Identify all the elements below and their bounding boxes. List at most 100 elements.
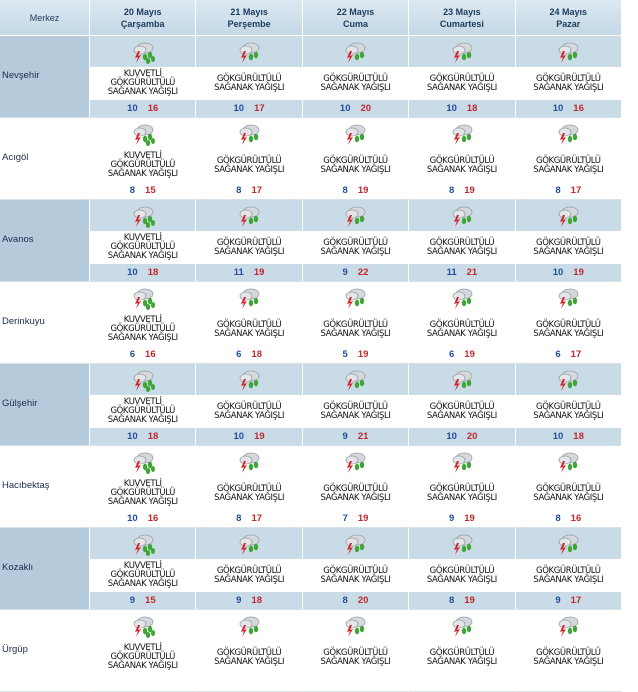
condition: GÖKGÜRÜLTÜLÜ SAĞANAK YAĞIŞLI [320, 647, 391, 667]
condition: GÖKGÜRÜLTÜLÜ SAĞANAK YAĞIŞLI [533, 401, 604, 421]
day-date: 20 Mayıs [123, 6, 162, 17]
icon-area [409, 364, 515, 395]
icon-area [196, 36, 302, 67]
icon-area [516, 446, 621, 477]
temperature-strip: 9 22 [302, 264, 409, 281]
day-header: 20 Mayıs Çarşamba [90, 0, 197, 36]
weather-icon [346, 452, 366, 473]
icon-area [303, 446, 408, 477]
condition: GÖKGÜRÜLTÜLÜ SAĞANAK YAĞIŞLI [320, 565, 391, 585]
day-cell: KUVVETLİ GÖKGÜRÜLTÜLÜ SAĞANAK YAĞIŞLI 6 16 [90, 282, 197, 364]
max-temp: 17 [251, 185, 263, 196]
weather-icon [239, 288, 260, 309]
icon-area [90, 364, 196, 395]
weather-icon [558, 206, 579, 227]
temperature-strip: 8 20 [302, 592, 409, 609]
condition-area: GÖKGÜRÜLTÜLÜ SAĞANAK YAĞIŞLI [516, 149, 621, 182]
day-cell: GÖKGÜRÜLTÜLÜ SAĞANAK YAĞIŞLI 8 17 [196, 118, 303, 200]
weather-icon [452, 206, 473, 227]
condition-area: GÖKGÜRÜLTÜLÜ SAĞANAK YAĞIŞLI [196, 559, 301, 592]
min-temp: 6 [448, 349, 455, 360]
condition-area: KUVVETLİ GÖKGÜRÜLTÜLÜ SAĞANAK YAĞIŞLI [90, 559, 195, 592]
condition-area: GÖKGÜRÜLTÜLÜ SAĞANAK YAĞIŞLI [409, 67, 514, 100]
town-name: Avanos [0, 200, 90, 282]
min-temp: 5 [342, 349, 348, 360]
condition: GÖKGÜRÜLTÜLÜ SAĞANAK YAĞIŞLI [320, 319, 391, 339]
icon-area [196, 200, 302, 231]
min-temp: 11 [446, 267, 457, 278]
condition-area: KUVVETLİ GÖKGÜRÜLTÜLÜ SAĞANAK YAĞIŞLI [90, 395, 195, 428]
max-temp: 19 [357, 513, 369, 524]
condition: GÖKGÜRÜLTÜLÜ SAĞANAK YAĞIŞLI [426, 401, 497, 421]
max-temp: 15 [145, 185, 156, 196]
condition-area: GÖKGÜRÜLTÜLÜ SAĞANAK YAĞIŞLI [409, 477, 514, 510]
min-temp: 8 [342, 595, 348, 606]
day-header: 21 Mayıs Perşembe [196, 0, 303, 36]
temperature-strip [90, 674, 195, 691]
condition: KUVVETLİ GÖKGÜRÜLTÜLÜ SAĞANAK YAĞIŞLI [107, 561, 178, 589]
min-temp: 10 [127, 431, 138, 442]
condition: GÖKGÜRÜLTÜLÜ SAĞANAK YAĞIŞLI [214, 155, 285, 175]
min-temp: 10 [446, 103, 457, 114]
icon-area [196, 446, 301, 477]
min-temp: 8 [555, 185, 561, 196]
condition: GÖKGÜRÜLTÜLÜ SAĞANAK YAĞIŞLI [320, 237, 391, 257]
temperature-strip: 10 20 [409, 428, 515, 445]
town-name: Kozaklı [0, 528, 90, 610]
max-temp: 18 [147, 431, 159, 442]
temperature-strip: 6 18 [196, 346, 301, 363]
condition-area: KUVVETLİ GÖKGÜRÜLTÜLÜ SAĞANAK YAĞIŞLI [90, 477, 195, 510]
icon-area [196, 610, 301, 641]
icon-area [90, 118, 195, 149]
condition: GÖKGÜRÜLTÜLÜ SAĞANAK YAĞIŞLI [320, 73, 391, 93]
weather-icon [239, 616, 260, 637]
max-temp: 17 [570, 595, 582, 606]
temperature-strip: 10 16 [515, 100, 621, 117]
temperature-strip: 10 18 [409, 100, 515, 117]
max-temp: 20 [357, 595, 369, 606]
icon-area [90, 610, 195, 641]
icon-area [515, 364, 621, 395]
max-temp: 20 [360, 103, 372, 114]
temperature-strip: 11 21 [409, 264, 515, 281]
temperature-strip: 8 19 [409, 592, 515, 609]
weather-icon [452, 534, 473, 555]
weather-icon [133, 452, 155, 474]
max-temp: 19 [464, 185, 475, 196]
day-cell: GÖKGÜRÜLTÜLÜ SAĞANAK YAĞIŞLI 6 17 [515, 282, 622, 364]
weather-icon [239, 124, 260, 145]
day-cell: GÖKGÜRÜLTÜLÜ SAĞANAK YAĞIŞLI [196, 610, 303, 692]
weather-icon [239, 206, 260, 227]
temperature-strip: 10 17 [196, 100, 302, 117]
temperature-strip: 10 20 [302, 100, 409, 117]
day-cell: GÖKGÜRÜLTÜLÜ SAĞANAK YAĞIŞLI 10 18 [515, 364, 622, 446]
max-temp: 22 [357, 267, 369, 278]
day-cell: KUVVETLİ GÖKGÜRÜLTÜLÜ SAĞANAK YAĞIŞLI 9 15 [90, 528, 197, 610]
condition-area: GÖKGÜRÜLTÜLÜ SAĞANAK YAĞIŞLI [409, 313, 514, 346]
condition: GÖKGÜRÜLTÜLÜ SAĞANAK YAĞIŞLI [426, 73, 497, 93]
max-temp: 18 [147, 267, 159, 278]
weather-icon [452, 370, 473, 391]
condition-area: GÖKGÜRÜLTÜLÜ SAĞANAK YAĞIŞLI [303, 149, 408, 182]
max-temp: 18 [251, 595, 263, 606]
page: Merkez 20 Mayıs Çarşamba 21 Mayıs Perşembe 22… [0, 0, 622, 692]
day-cell: GÖKGÜRÜLTÜLÜ SAĞANAK YAĞIŞLI 10 19 [515, 200, 622, 282]
day-weekday: Çarşamba [120, 18, 165, 29]
icon-area [196, 528, 302, 559]
icon-area [409, 528, 515, 559]
weather-icon [452, 452, 473, 473]
day-cell: GÖKGÜRÜLTÜLÜ SAĞANAK YAĞIŞLI 8 19 [409, 118, 516, 200]
weather-icon [133, 42, 155, 64]
condition-area: GÖKGÜRÜLTÜLÜ SAĞANAK YAĞIŞLI [303, 67, 408, 100]
min-temp: 8 [236, 185, 242, 196]
day-cell: GÖKGÜRÜLTÜLÜ SAĞANAK YAĞIŞLI 5 19 [302, 282, 410, 364]
temperature-strip: 8 17 [196, 182, 301, 199]
day-weekday: Cuma [342, 18, 368, 29]
max-temp: 17 [251, 513, 263, 524]
condition-area: GÖKGÜRÜLTÜLÜ SAĞANAK YAĞIŞLI [516, 231, 621, 264]
day-cell: GÖKGÜRÜLTÜLÜ SAĞANAK YAĞIŞLI 11 21 [409, 200, 516, 282]
day-cell: GÖKGÜRÜLTÜLÜ SAĞANAK YAĞIŞLI 9 21 [302, 364, 410, 446]
weather-icon [346, 42, 366, 63]
max-temp: 19 [464, 349, 475, 360]
condition: KUVVETLİ GÖKGÜRÜLTÜLÜ SAĞANAK YAĞIŞLI [107, 233, 178, 261]
